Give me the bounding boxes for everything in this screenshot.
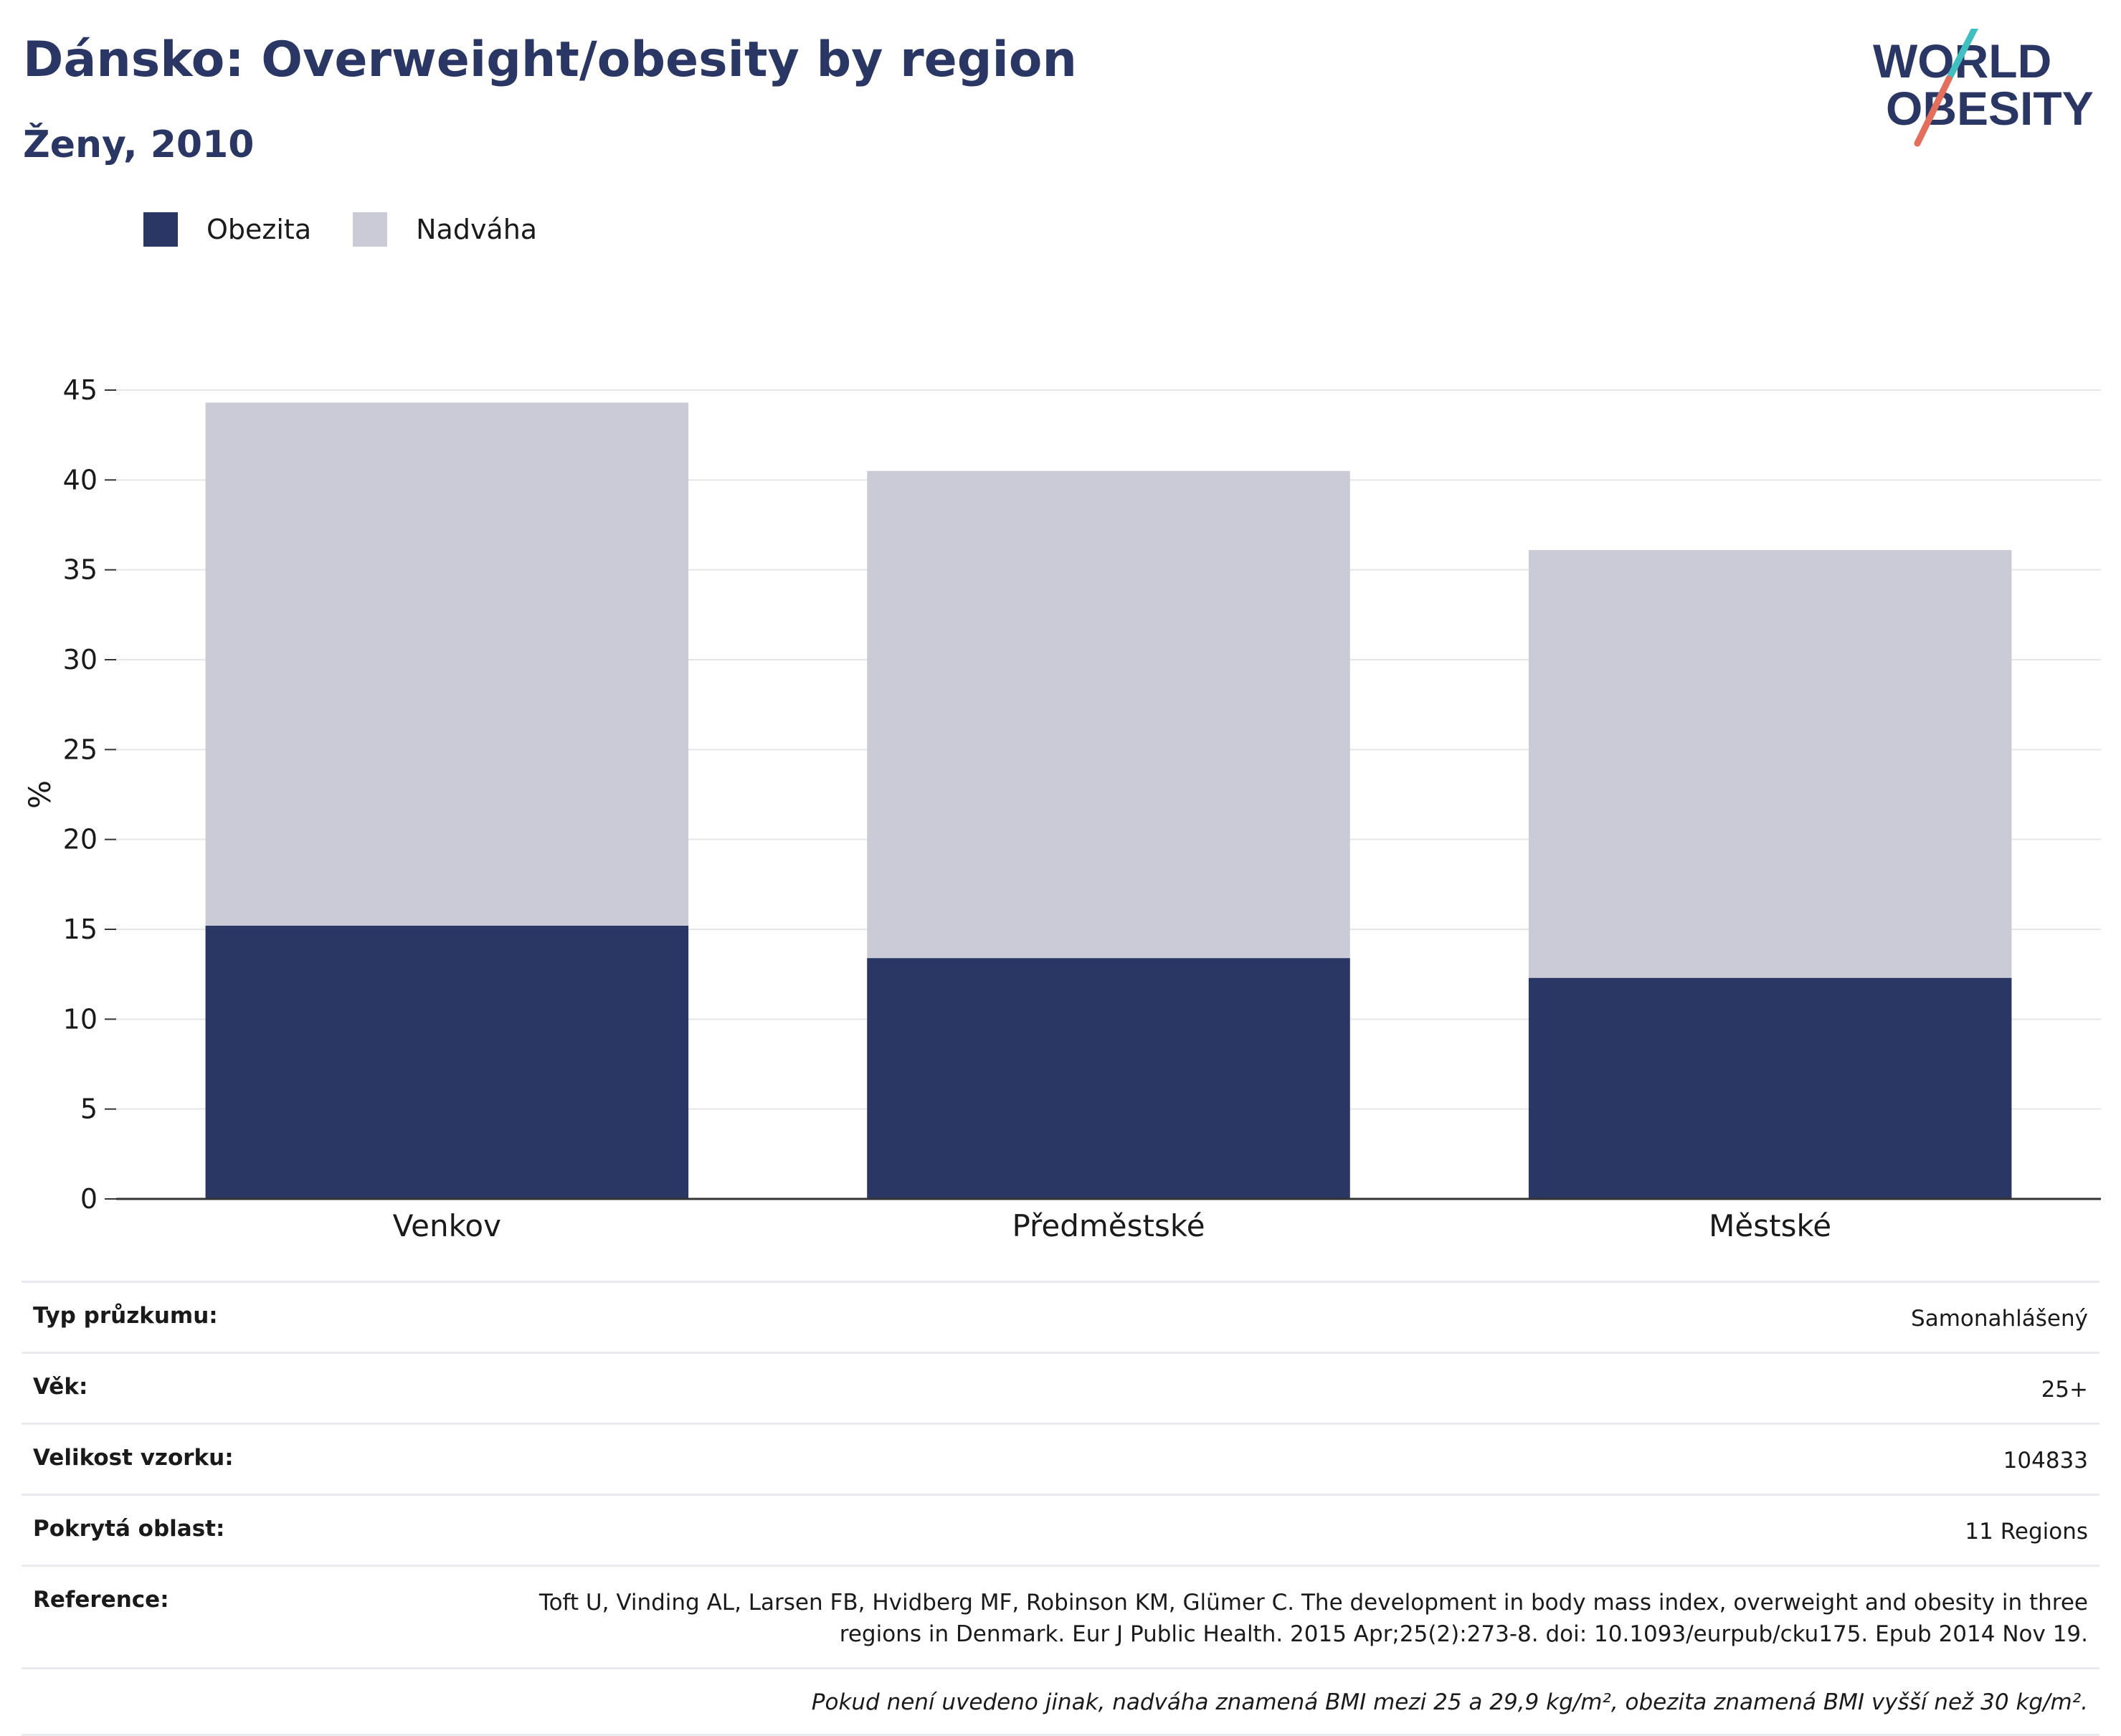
bar-obesity-2 [867,958,1350,1199]
info-value: Samonahlášený [1911,1306,2088,1332]
y-tick-label: 10 [63,1003,98,1035]
y-tick-label: 35 [63,554,98,586]
y-tick-label: 5 [80,1094,98,1125]
info-row-age: Věk: 25+ [22,1352,2099,1423]
logo-word-2: OBESITY [1886,82,2094,135]
bar-overweight-2 [867,470,1350,959]
y-tick-label: 15 [63,914,98,945]
info-value: 25+ [2041,1377,2088,1403]
bar-obesity-3 [1528,977,2012,1199]
y-tick-label: 45 [63,374,98,406]
y-axis-label: % [22,780,57,809]
info-value: 104833 [2003,1448,2088,1474]
info-table: Typ průzkumu: Samonahlášený Věk: 25+ Vel… [22,1281,2099,1736]
bar-chart: 0 5 10 15 20 25 30 35 40 45% Venkov Předměstské Měst… [22,374,2101,1243]
info-row-area: Pokrytá oblast: 11 Regions [22,1494,2099,1565]
info-value: 11 Regions [1965,1519,2088,1545]
x-tick-label: Předměstské [1012,1208,1205,1243]
info-row-reference: Reference: Toft U, Vinding AL, Larsen FB… [22,1565,2099,1667]
info-value: Toft U, Vinding AL, Larsen FB, Hvidberg … [538,1590,2088,1648]
info-label: Pokrytá oblast: [33,1516,225,1542]
info-row-sample-size: Velikost vzorku: 104833 [22,1423,2099,1494]
x-tick-label: Venkov [393,1208,501,1243]
y-tick-label: 20 [63,824,98,855]
info-label: Věk: [33,1374,88,1400]
info-label: Typ průzkumu: [33,1303,218,1329]
world-obesity-logo: WORLD OBESITY [1873,29,2094,147]
info-row-survey-type: Typ průzkumu: Samonahlášený [22,1281,2099,1352]
y-tick-label: 25 [63,734,98,765]
legend-item-overweight: Nadváha [353,212,537,247]
legend-swatch-obesity [143,212,178,247]
legend-item-obesity: Obezita [143,212,311,247]
y-tick-label: 30 [63,644,98,675]
bar-overweight-1 [205,402,689,926]
legend-label-overweight: Nadváha [416,214,538,245]
chart-legend: Obezita Nadváha [143,212,579,247]
info-label: Reference: [33,1587,169,1613]
legend-label-obesity: Obezita [207,214,312,245]
x-tick-label: Městské [1709,1208,1831,1243]
page-title: Dánsko: Overweight/obesity by region [23,32,1077,88]
y-tick-label: 0 [80,1183,98,1215]
page-subtitle: Ženy, 2010 [23,123,255,166]
logo-word-1: WORLD [1873,34,2051,87]
logo-slash-coral [1914,75,1952,147]
bar-overweight-3 [1528,550,2012,978]
logo-slash-teal [1945,29,1979,82]
info-label: Velikost vzorku: [33,1445,234,1471]
bar-obesity-1 [205,925,689,1199]
legend-swatch-overweight [353,212,388,247]
footnote: Pokud není uvedeno jinak, nadváha znamen… [22,1667,2099,1736]
y-tick-label: 40 [63,464,98,495]
